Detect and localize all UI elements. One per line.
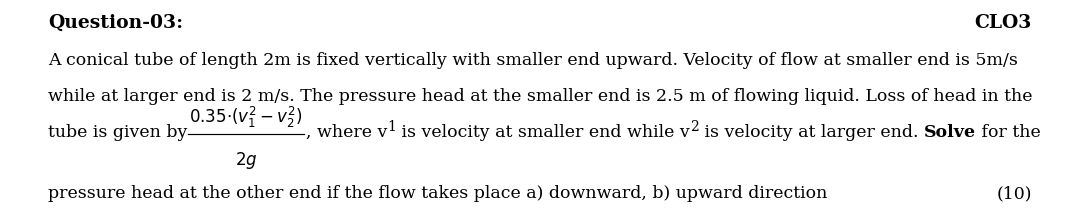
Text: $0.35{\cdot}(v_1^2-v_2^2)$: $0.35{\cdot}(v_1^2-v_2^2)$ (189, 105, 302, 130)
Text: (10): (10) (997, 185, 1032, 202)
Text: is velocity at larger end.: is velocity at larger end. (699, 124, 923, 141)
Text: pressure head at the other end if the flow takes place a) downward, b) upward di: pressure head at the other end if the fl… (48, 185, 827, 202)
Text: CLO3: CLO3 (974, 14, 1032, 32)
Text: 1: 1 (387, 120, 396, 134)
Text: 2: 2 (690, 120, 699, 134)
Text: A conical tube of length 2m is fixed vertically with smaller end upward. Velocit: A conical tube of length 2m is fixed ver… (48, 52, 1017, 69)
Text: Solve: Solve (923, 124, 975, 141)
Text: for the: for the (975, 124, 1040, 141)
Text: , where v: , where v (306, 124, 387, 141)
Text: Question-03:: Question-03: (48, 14, 184, 32)
Text: $2g$: $2g$ (234, 150, 257, 171)
Text: while at larger end is 2 m/s. The pressure head at the smaller end is 2.5 m of f: while at larger end is 2 m/s. The pressu… (48, 88, 1032, 105)
Text: tube is given by: tube is given by (48, 124, 187, 141)
Text: is velocity at smaller end while v: is velocity at smaller end while v (396, 124, 690, 141)
